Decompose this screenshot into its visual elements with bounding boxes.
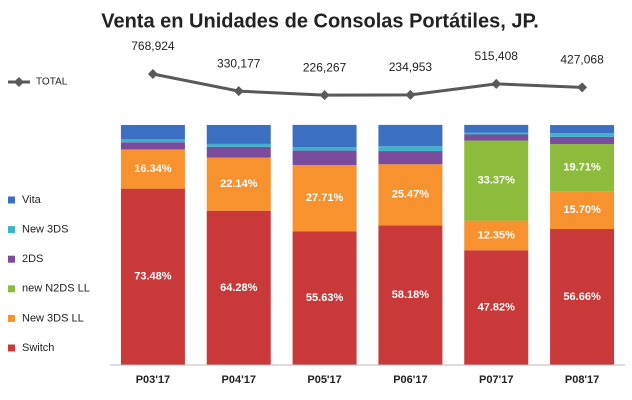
legend-label: New 3DS: [22, 224, 68, 236]
bar-segment: [378, 164, 443, 226]
bar-segment: [206, 146, 271, 158]
bar-segment: [378, 151, 443, 165]
bar-segment: [292, 124, 357, 147]
bar-segment: [464, 250, 529, 365]
data-label: 27.71%: [306, 192, 344, 204]
x-tick-label: P07'17: [479, 374, 513, 386]
bar-segment: [464, 132, 529, 135]
bar-segment: [206, 210, 271, 365]
data-label: 768,924: [131, 39, 175, 53]
line-marker: [577, 82, 588, 93]
legend-label: new N2DS LL: [22, 283, 90, 295]
line-marker: [147, 69, 158, 80]
data-label: 22.14%: [220, 178, 258, 190]
bar-segment: [378, 146, 443, 152]
legend-swatch: [8, 226, 15, 234]
data-label: 47.82%: [478, 302, 516, 314]
bar-segment: [292, 150, 357, 165]
bar-segment: [292, 231, 357, 365]
bar-segment: [206, 124, 271, 144]
legend-swatch: [8, 196, 15, 204]
data-label: 15.70%: [563, 204, 601, 216]
data-label: 64.28%: [220, 282, 258, 294]
data-label: 234,953: [389, 60, 433, 74]
line: [152, 72, 583, 97]
bar-segment: [550, 229, 615, 365]
line-marker: [233, 86, 244, 97]
line-marker: [491, 78, 502, 89]
legend-swatch: [8, 344, 15, 352]
legend-marker: [14, 77, 24, 87]
bar-segment: [550, 191, 615, 230]
bar-segment: [292, 164, 357, 232]
bar-segment: [550, 144, 615, 192]
data-label: 19.71%: [563, 162, 601, 174]
legend-label: TOTAL: [36, 77, 68, 88]
data-label: 515,408: [475, 49, 519, 63]
data-label: 427,068: [560, 53, 604, 67]
chart-title: Venta en Unidades de Consolas Portátiles…: [101, 10, 539, 32]
bar-segment: [206, 157, 271, 211]
line-marker: [405, 89, 416, 100]
data-label: 73.48%: [134, 271, 172, 283]
legend-label: New 3DS LL: [22, 312, 84, 324]
data-label: 58.18%: [392, 289, 430, 301]
legend-label: 2DS: [22, 253, 43, 265]
bar-segment: [464, 134, 529, 141]
bar-segment: [120, 188, 185, 365]
x-tick-label: P05'17: [307, 374, 341, 386]
data-label: 55.63%: [306, 292, 344, 304]
line-marker: [319, 90, 330, 101]
data-label: 25.47%: [392, 189, 430, 201]
bar-segment: [550, 133, 615, 137]
bar-segment: [120, 149, 185, 189]
x-tick-label: P04'17: [222, 374, 256, 386]
data-label: 12.35%: [478, 229, 516, 241]
legend-label: Vita: [22, 194, 42, 206]
bar-segment: [464, 140, 529, 221]
legend-swatch: [8, 285, 15, 293]
data-label: 330,177: [217, 56, 261, 70]
x-tick-label: P06'17: [393, 374, 427, 386]
bar-segment: [464, 124, 529, 133]
x-tick-label: P03'17: [136, 374, 170, 386]
bar-segment: [292, 146, 357, 151]
bar-segment: [120, 124, 185, 140]
bar-segment: [378, 124, 443, 147]
bar-segment: [464, 220, 529, 251]
bar-segment: [120, 139, 185, 143]
bar-segment: [378, 225, 443, 365]
bar-segment: [206, 143, 271, 147]
data-label: 56.66%: [563, 291, 601, 303]
legend-swatch: [8, 314, 15, 322]
bar-segment: [550, 125, 615, 134]
data-label: 226,267: [303, 60, 347, 74]
bar-segment: [550, 136, 615, 145]
data-label: 33.37%: [478, 174, 516, 186]
data-label: 16.34%: [134, 163, 172, 175]
legend-label: Switch: [22, 342, 54, 354]
legend-swatch: [8, 255, 15, 263]
x-tick-label: P08'17: [565, 374, 599, 386]
bar-segment: [120, 142, 185, 150]
